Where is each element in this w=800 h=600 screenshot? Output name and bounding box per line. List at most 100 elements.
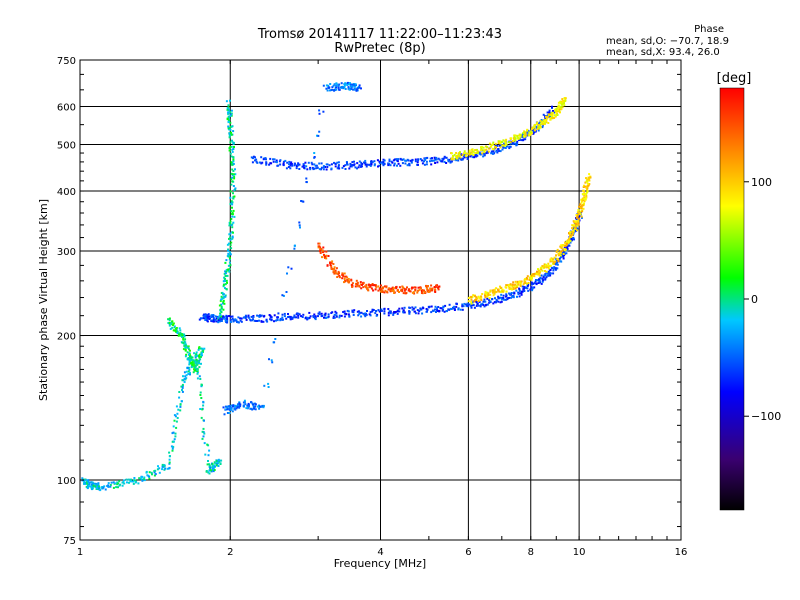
echo-point — [113, 482, 116, 485]
echo-point — [440, 160, 443, 163]
echo-point — [389, 310, 392, 313]
echo-point — [228, 111, 231, 114]
echo-point — [507, 285, 510, 288]
echo-point — [332, 263, 335, 265]
echo-point — [313, 163, 316, 166]
echo-point — [508, 296, 511, 299]
echo-point — [544, 121, 546, 124]
echo-point — [431, 289, 434, 292]
echo-point — [464, 152, 467, 155]
echo-point — [580, 198, 583, 201]
echo-point — [414, 160, 417, 163]
echo-point — [322, 110, 325, 113]
echo-point — [378, 160, 381, 163]
echo-point — [405, 292, 407, 295]
echo-point — [392, 290, 395, 293]
echo-point — [343, 315, 346, 318]
echo-point — [182, 348, 185, 351]
echo-point — [437, 310, 439, 312]
echo-point — [361, 163, 364, 165]
echo-point — [99, 489, 102, 492]
echo-point — [582, 207, 585, 210]
echo-point — [524, 138, 527, 141]
echo-point — [471, 304, 474, 307]
echo-point — [370, 287, 373, 290]
echo-point — [579, 205, 582, 208]
echo-point — [194, 356, 197, 359]
echo-point — [408, 164, 411, 167]
echo-point — [517, 291, 520, 294]
echo-point — [397, 158, 400, 161]
echo-point — [265, 162, 268, 165]
x-tick-label: 4 — [377, 547, 383, 558]
echo-point — [234, 404, 237, 407]
echo-point — [254, 156, 256, 159]
echo-point — [256, 314, 259, 317]
echo-points — [81, 81, 592, 492]
echo-point — [232, 192, 234, 195]
echo-point — [558, 111, 561, 114]
echo-point — [317, 312, 320, 315]
echo-point — [536, 279, 539, 282]
echo-point — [393, 164, 396, 167]
echo-point — [402, 311, 405, 314]
echo-point — [564, 242, 567, 245]
phase-colorbar — [719, 87, 745, 511]
echo-point — [358, 284, 361, 287]
echo-point — [548, 111, 551, 114]
echo-point — [265, 158, 267, 161]
echo-point — [561, 245, 564, 248]
echo-point — [214, 462, 217, 465]
echo-point — [574, 226, 577, 229]
echo-point — [582, 189, 585, 192]
echo-point — [500, 300, 503, 303]
echo-point — [514, 139, 517, 142]
echo-point — [181, 341, 184, 344]
echo-point — [231, 180, 234, 183]
echo-point — [201, 437, 204, 440]
echo-point — [432, 159, 434, 162]
echo-point — [444, 156, 447, 159]
echo-point — [372, 309, 375, 311]
echo-point — [560, 108, 563, 111]
echo-point — [518, 295, 521, 298]
echo-point — [568, 238, 571, 241]
echo-point — [489, 293, 492, 296]
echo-point — [221, 297, 224, 300]
echo-point — [463, 156, 466, 159]
echo-point — [473, 300, 476, 303]
echo-point — [577, 219, 580, 222]
echo-point — [243, 401, 246, 404]
echo-point — [364, 163, 367, 166]
echo-point — [198, 375, 201, 378]
echo-point — [227, 252, 230, 255]
echo-point — [551, 259, 554, 262]
echo-point — [258, 161, 261, 164]
echo-point — [344, 82, 347, 85]
echo-point — [201, 349, 204, 352]
echo-point — [475, 301, 478, 304]
echo-point — [472, 304, 475, 307]
echo-point — [216, 464, 218, 467]
echo-point — [277, 164, 280, 167]
echo-point — [206, 320, 209, 323]
echo-point — [461, 305, 464, 308]
echo-point — [227, 249, 230, 252]
echo-point — [483, 305, 486, 308]
echo-point — [560, 251, 562, 254]
echo-point — [320, 247, 323, 250]
echo-point — [542, 265, 545, 268]
echo-point — [337, 88, 340, 91]
echo-point — [525, 278, 528, 281]
echo-point — [544, 274, 547, 277]
echo-point — [546, 117, 549, 120]
echo-point — [524, 134, 527, 137]
echo-point — [262, 406, 265, 409]
echo-point — [232, 148, 235, 150]
echo-point — [511, 294, 514, 297]
echo-point — [109, 484, 112, 486]
echo-point — [574, 220, 577, 223]
echo-point — [586, 190, 589, 193]
echo-point — [320, 166, 323, 169]
echo-point — [213, 469, 216, 471]
